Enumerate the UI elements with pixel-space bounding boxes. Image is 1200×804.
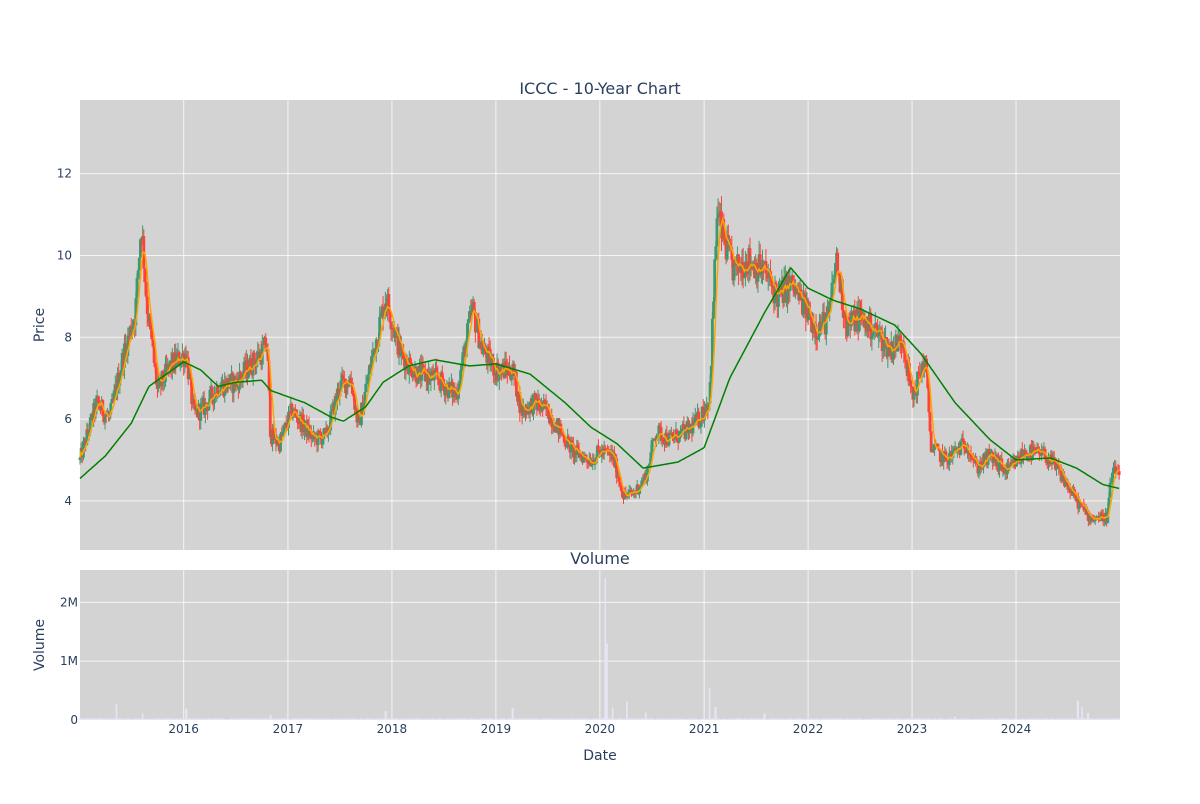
- volume-bar: [626, 701, 628, 720]
- volume-y-tick-label: 1M: [60, 654, 78, 668]
- x-tick-label: 2024: [1001, 722, 1032, 736]
- volume-bar: [116, 704, 118, 720]
- volume-bar: [186, 709, 188, 720]
- volume-bar: [715, 707, 717, 720]
- x-tick-label: 2022: [793, 722, 824, 736]
- volume-bar: [1077, 701, 1079, 720]
- volume-chart-title: Volume: [570, 549, 630, 568]
- candle-body: [870, 337, 873, 340]
- candle-body: [567, 437, 570, 439]
- date-axis-title: Date: [583, 748, 616, 764]
- volume-y-tick-label: 0: [70, 713, 78, 727]
- price-y-tick-label: 10: [57, 248, 72, 262]
- candle-body: [713, 259, 716, 301]
- x-tick-label: 2019: [481, 722, 512, 736]
- candle-body: [1109, 483, 1112, 498]
- price-y-tick-label: 4: [64, 494, 72, 508]
- candle-body: [604, 448, 607, 450]
- price-y-axis: 4 6 8 10 12: [57, 167, 72, 508]
- candle-body: [619, 482, 622, 485]
- price-y-tick-label: 12: [57, 167, 72, 181]
- volume-bar: [512, 708, 514, 720]
- volume-y-axis: 0 1M 2M: [60, 595, 78, 727]
- volume-y-tick-label: 2M: [60, 595, 78, 609]
- price-axis-title: Price: [32, 308, 48, 342]
- price-chart-title: ICCC - 10-Year Chart: [519, 79, 680, 98]
- volume-bar: [606, 644, 608, 720]
- volume-bar: [1119, 719, 1121, 720]
- x-tick-label: 2018: [377, 722, 408, 736]
- price-y-tick-label: 6: [64, 412, 72, 426]
- x-tick-label: 2017: [273, 722, 304, 736]
- x-tick-label: 2020: [585, 722, 616, 736]
- candle-body: [597, 446, 600, 450]
- candle-body: [716, 218, 719, 246]
- x-tick-label: 2016: [168, 722, 199, 736]
- volume-bar: [709, 688, 711, 720]
- volume-axis-title: Volume: [32, 619, 48, 671]
- date-x-axis: 2016 2017 2018 2019 2020 2021 2022 2023 …: [168, 722, 1031, 736]
- x-tick-label: 2023: [897, 722, 928, 736]
- x-tick-label: 2021: [689, 722, 720, 736]
- candle-body: [365, 384, 368, 392]
- volume-bar: [612, 708, 614, 720]
- price-y-tick-label: 8: [64, 330, 72, 344]
- volume-bar: [1081, 707, 1083, 720]
